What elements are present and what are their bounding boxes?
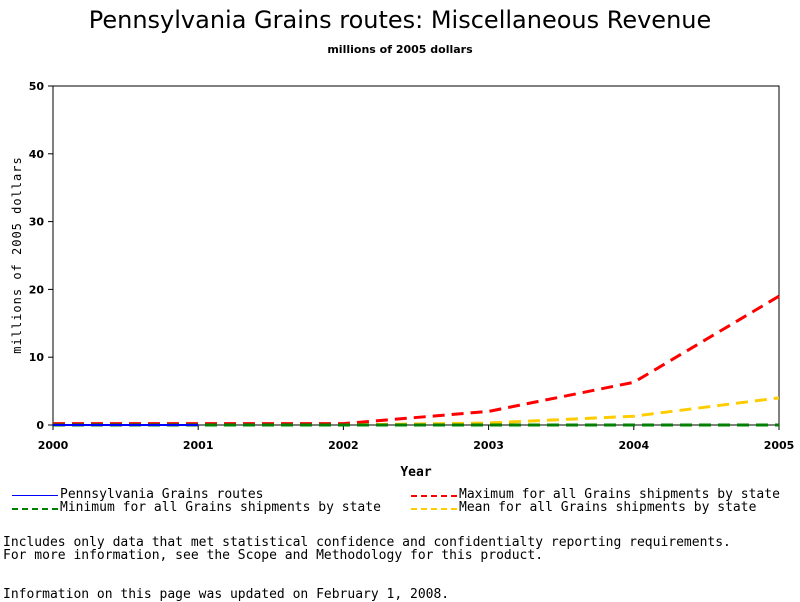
legend-label: Mean for all Grains shipments by state	[459, 500, 757, 515]
y-tick-label: 40	[29, 148, 45, 161]
series-lines	[53, 294, 780, 427]
y-tick-label: 30	[29, 216, 45, 229]
legend-swatch-blue	[12, 495, 58, 496]
x-axis-label: Year	[400, 465, 431, 480]
y-tick-label: 50	[29, 80, 45, 93]
footnote-confidence: Includes only data that met statistical …	[3, 535, 731, 550]
series-line-maximum	[53, 294, 780, 426]
footnote-methodology: For more information, see the Scope and …	[3, 548, 544, 563]
chart-subtitle: millions of 2005 dollars	[327, 43, 473, 56]
legend-label: Maximum for all Grains shipments by stat…	[459, 487, 780, 502]
legend-label: Pennsylvania Grains routes	[60, 487, 264, 502]
axes-ticks	[48, 85, 780, 430]
tick-labels: 0 10 20 30 40 50 2000 2001 2002 2003 2004 2005	[29, 80, 795, 452]
legend-swatch-yellow	[411, 508, 457, 510]
y-tick-label: 0	[36, 419, 44, 432]
update-notice: Information on this page was updated on …	[3, 587, 450, 602]
chart-title: Pennsylvania Grains routes: Miscellaneou…	[88, 6, 712, 34]
x-tick-label: 2000	[38, 439, 69, 452]
y-axis-label: millions of 2005 dollars	[10, 156, 24, 353]
series-line-mean	[53, 396, 780, 427]
y-tick-label: 20	[29, 283, 45, 296]
legend-swatch-red	[411, 495, 457, 497]
x-tick-label: 2004	[618, 439, 649, 452]
x-tick-label: 2003	[473, 439, 504, 452]
legend-label: Minimum for all Grains shipments by stat…	[60, 500, 381, 515]
plot-area	[52, 85, 780, 426]
x-tick-label: 2005	[764, 439, 795, 452]
x-tick-label: 2001	[183, 439, 214, 452]
y-tick-label: 10	[29, 351, 45, 364]
legend-swatch-green	[12, 508, 58, 510]
x-tick-label: 2002	[328, 439, 359, 452]
